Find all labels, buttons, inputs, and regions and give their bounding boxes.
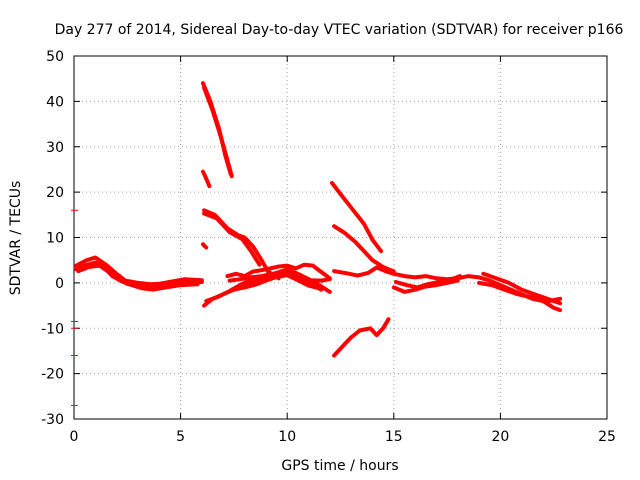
series-arc-9 <box>202 211 262 267</box>
plot-frame <box>73 55 608 420</box>
series-arc-15 <box>332 265 460 282</box>
x-tick-label: 20 <box>491 429 509 445</box>
grid <box>74 56 607 419</box>
series-arc-6 <box>201 169 212 189</box>
series-arc-14 <box>231 273 322 292</box>
y-tick-label: 50 <box>46 49 64 65</box>
x-tick-label: 5 <box>176 429 185 445</box>
x-axis-label: GPS time / hours <box>281 458 398 474</box>
y-tick-label: 30 <box>46 140 64 156</box>
series-arc-3 <box>76 263 200 292</box>
y-tick-label: 10 <box>46 231 64 247</box>
series-arc-18 <box>332 317 391 358</box>
y-tick-label: -30 <box>41 412 64 428</box>
x-tick-label: 10 <box>278 429 296 445</box>
x-tick-label: 0 <box>70 429 79 445</box>
series-arc-23 <box>481 271 563 306</box>
series-arc-17 <box>332 224 396 274</box>
x-tick-label: 25 <box>598 429 616 445</box>
y-tick-label: 20 <box>46 185 64 201</box>
series-arc-13 <box>227 270 332 283</box>
series-arc-2 <box>74 255 204 287</box>
series-arc-7 <box>201 242 209 250</box>
y-tick-label: 0 <box>55 276 64 292</box>
axis-ticks: 0 5 10 15 20 25 -30 -20 -10 0 10 20 30 40 50 <box>41 49 616 445</box>
series-arc-12 <box>225 262 332 281</box>
y-tick-label: 40 <box>46 94 64 110</box>
series-arc-5 <box>202 85 234 179</box>
series-arc-21 <box>455 274 563 313</box>
series-arc-16 <box>330 181 383 254</box>
y-tick-label: -10 <box>41 321 64 337</box>
y-axis-label: SDTVAR / TECUs <box>8 181 24 296</box>
data-traces <box>71 81 563 406</box>
chart-title: Day 277 of 2014, Sidereal Day-to-day VTE… <box>55 22 624 38</box>
x-tick-label: 15 <box>385 429 403 445</box>
series-arc-20 <box>393 274 462 290</box>
y-tick-label: -20 <box>41 367 64 383</box>
